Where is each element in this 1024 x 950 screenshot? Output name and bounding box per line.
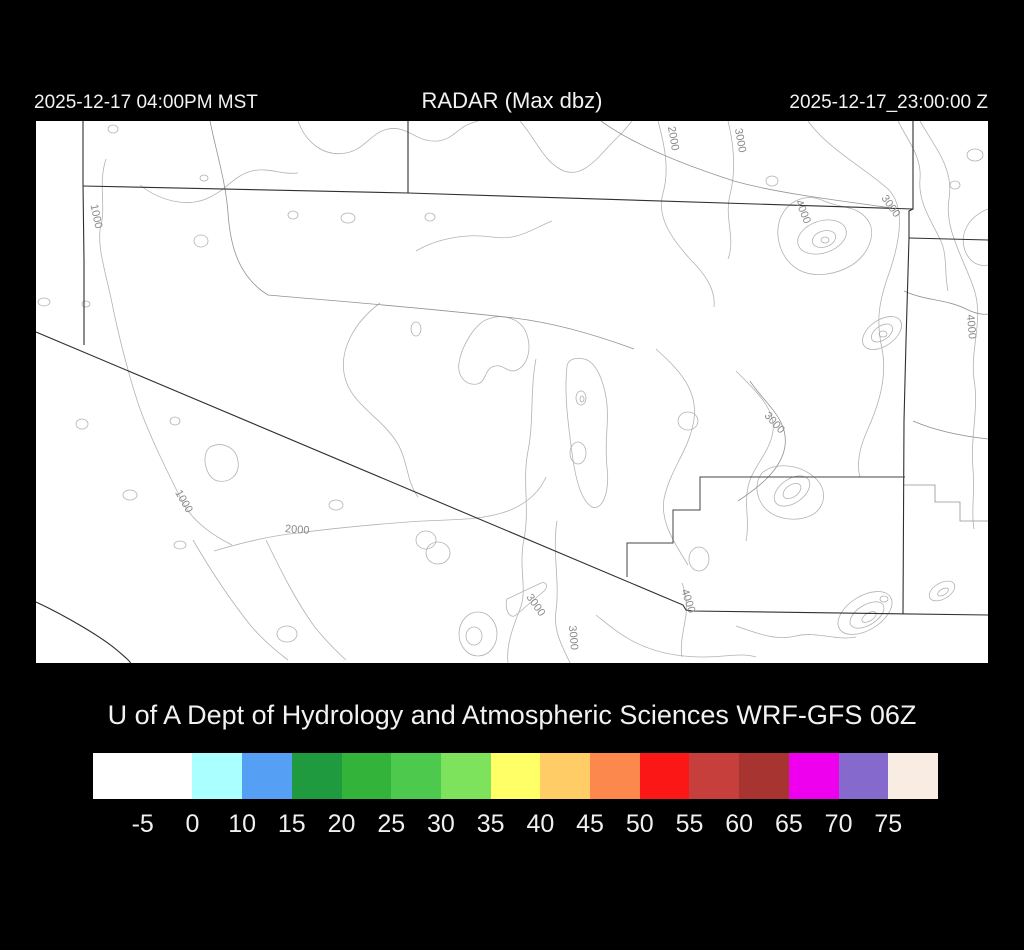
state-borders bbox=[36, 121, 988, 663]
contour-label: 3000 bbox=[732, 127, 748, 153]
colorbar-tick-label: 20 bbox=[327, 810, 356, 838]
county-lines bbox=[209, 121, 988, 522]
contour-label: 1000 bbox=[88, 203, 105, 229]
colorbar-cell bbox=[788, 753, 839, 799]
colorbar-tick-label: 0 bbox=[185, 810, 200, 838]
colorbar-cell bbox=[192, 753, 243, 799]
contour-label: 3000 bbox=[566, 625, 580, 650]
colorbar-ticks: -5 0 10 15 20 25 30 35 40 45 50 55 60 65 70 75 bbox=[93, 810, 938, 840]
colorbar-cell bbox=[93, 753, 143, 799]
colorbar-tick-label: -5 bbox=[131, 810, 154, 838]
colorbar-cell bbox=[888, 753, 938, 799]
contour-label: 2000 bbox=[665, 125, 681, 151]
colorbar-tick-label: 30 bbox=[427, 810, 455, 838]
colorbar-cell bbox=[490, 753, 541, 799]
colorbar-cell bbox=[242, 753, 292, 799]
radar-map-panel: 1000 2000 3000 4000 3000 4000 3000 1000 2000 3000… bbox=[36, 121, 988, 663]
colorbar-tick-label: 35 bbox=[476, 810, 505, 838]
contour-label: 1000 bbox=[172, 488, 195, 515]
colorbar-tick-label: 10 bbox=[228, 810, 257, 838]
colorbar-tick-label: 60 bbox=[725, 810, 754, 838]
colorbar-tick-label: 50 bbox=[625, 810, 654, 838]
colorbar-tick-label: 40 bbox=[526, 810, 555, 838]
terrain-contours bbox=[37, 121, 988, 663]
colorbar-cell bbox=[391, 753, 441, 799]
colorbar-tick-label: 75 bbox=[874, 810, 903, 838]
colorbar-tick-label: 65 bbox=[774, 810, 803, 838]
colorbar-cell bbox=[689, 753, 740, 799]
colorbar bbox=[93, 753, 938, 799]
colorbar-cell bbox=[142, 753, 193, 799]
contour-label: 3000 bbox=[762, 410, 787, 436]
contour-label: 4000 bbox=[793, 198, 813, 225]
valid-utc-time: 2025-12-17_23:00:00 Z bbox=[789, 92, 988, 113]
contour-label: 2000 bbox=[285, 523, 310, 537]
colorbar-cell bbox=[291, 753, 342, 799]
valid-local-time: 2025-12-17 04:00PM MST bbox=[34, 92, 258, 113]
colorbar-tick-label: 55 bbox=[675, 810, 704, 838]
colorbar-cell bbox=[739, 753, 789, 799]
colorbar-cell bbox=[540, 753, 591, 799]
colorbar-cell bbox=[590, 753, 640, 799]
boundary-stepped-line bbox=[626, 476, 905, 577]
colorbar-cell bbox=[838, 753, 889, 799]
colorbar-tick-label: 45 bbox=[576, 810, 604, 838]
colorbar-cell bbox=[639, 753, 690, 799]
plot-title: RADAR (Max dbz) bbox=[421, 88, 603, 113]
colorbar-cell bbox=[341, 753, 392, 799]
colorbar-tick-label: 15 bbox=[277, 810, 306, 838]
colorbar-tick-label: 25 bbox=[377, 810, 406, 838]
colorbar-cell bbox=[440, 753, 491, 799]
colorbar-tick-label: 70 bbox=[824, 810, 853, 838]
credit-line: U of A Dept of Hydrology and Atmospheric… bbox=[107, 700, 917, 730]
contour-label: 4000 bbox=[964, 314, 978, 339]
contour-label: 4000 bbox=[678, 588, 697, 615]
